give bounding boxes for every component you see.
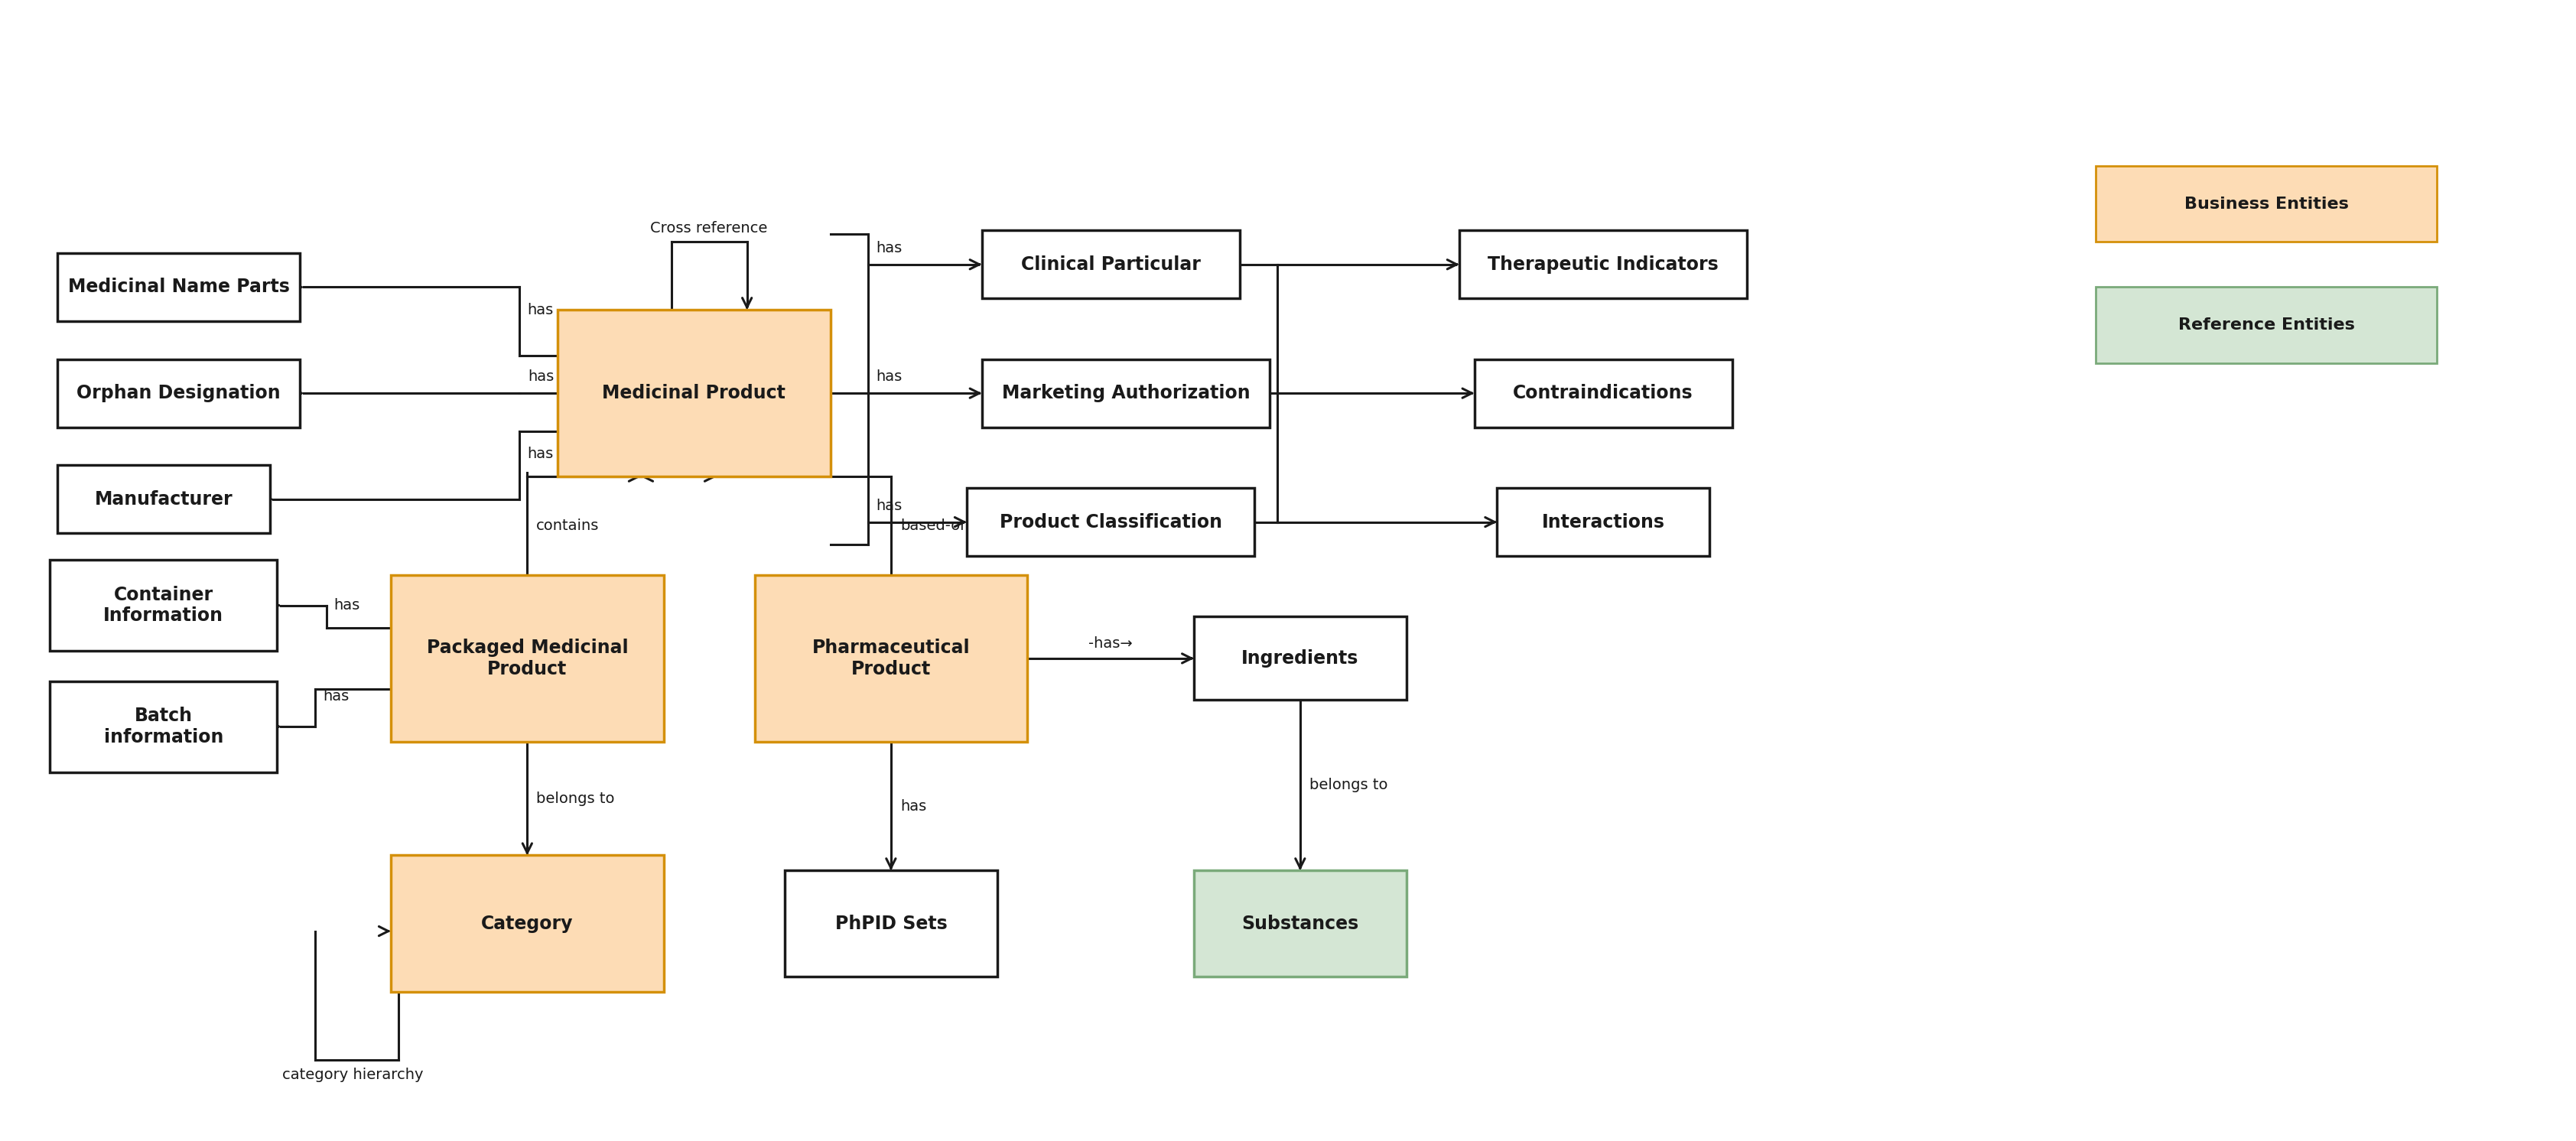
Text: Reference Entities: Reference Entities	[2177, 317, 2354, 333]
Text: has: has	[876, 370, 902, 385]
FancyBboxPatch shape	[966, 488, 1255, 556]
Text: has: has	[899, 799, 927, 814]
Text: Interactions: Interactions	[1540, 512, 1664, 532]
FancyBboxPatch shape	[2097, 165, 2437, 242]
FancyBboxPatch shape	[49, 560, 278, 650]
Text: -has→: -has→	[1090, 637, 1133, 650]
FancyBboxPatch shape	[2097, 288, 2437, 363]
Text: has: has	[528, 302, 554, 317]
Text: Contraindications: Contraindications	[1512, 385, 1692, 403]
FancyBboxPatch shape	[1195, 871, 1406, 977]
Text: Orphan Designation: Orphan Designation	[77, 385, 281, 403]
Text: Batch
information: Batch information	[103, 706, 224, 746]
Text: Medicinal Product: Medicinal Product	[603, 385, 786, 403]
FancyBboxPatch shape	[392, 856, 665, 992]
Text: has: has	[335, 598, 361, 613]
FancyBboxPatch shape	[1458, 230, 1747, 299]
FancyBboxPatch shape	[1497, 488, 1710, 556]
Text: Ingredients: Ingredients	[1242, 649, 1358, 667]
Text: has: has	[528, 370, 554, 385]
Text: belongs to: belongs to	[536, 791, 616, 806]
Text: contains: contains	[536, 518, 600, 533]
Text: Manufacturer: Manufacturer	[95, 491, 232, 509]
FancyBboxPatch shape	[57, 466, 270, 533]
Text: has: has	[876, 241, 902, 256]
FancyBboxPatch shape	[392, 575, 665, 742]
Text: Packaged Medicinal
Product: Packaged Medicinal Product	[428, 639, 629, 678]
Text: has: has	[528, 447, 554, 461]
Text: Cross reference: Cross reference	[652, 221, 768, 236]
FancyBboxPatch shape	[786, 871, 997, 977]
FancyBboxPatch shape	[1195, 617, 1406, 701]
Text: Category: Category	[482, 914, 574, 932]
Text: PhPID Sets: PhPID Sets	[835, 914, 948, 932]
Text: Product Classification: Product Classification	[999, 512, 1221, 532]
Text: has: has	[876, 499, 902, 513]
FancyBboxPatch shape	[49, 681, 278, 772]
FancyBboxPatch shape	[57, 253, 299, 322]
Text: Business Entities: Business Entities	[2184, 196, 2349, 211]
FancyBboxPatch shape	[755, 575, 1028, 742]
Text: Medicinal Name Parts: Medicinal Name Parts	[67, 278, 289, 297]
FancyBboxPatch shape	[1473, 359, 1731, 428]
FancyBboxPatch shape	[57, 359, 299, 428]
Text: Pharmaceutical
Product: Pharmaceutical Product	[811, 639, 971, 678]
Text: based-on: based-on	[899, 518, 969, 533]
FancyBboxPatch shape	[981, 230, 1239, 299]
FancyBboxPatch shape	[556, 310, 829, 477]
Text: Substances: Substances	[1242, 914, 1358, 932]
FancyBboxPatch shape	[981, 359, 1270, 428]
Text: has: has	[322, 689, 348, 704]
Text: belongs to: belongs to	[1309, 778, 1388, 793]
Text: Clinical Particular: Clinical Particular	[1020, 256, 1200, 274]
Text: Therapeutic Indicators: Therapeutic Indicators	[1489, 256, 1718, 274]
Text: Container
Information: Container Information	[103, 585, 224, 625]
Text: category hierarchy: category hierarchy	[283, 1068, 422, 1082]
Text: Marketing Authorization: Marketing Authorization	[1002, 385, 1249, 403]
